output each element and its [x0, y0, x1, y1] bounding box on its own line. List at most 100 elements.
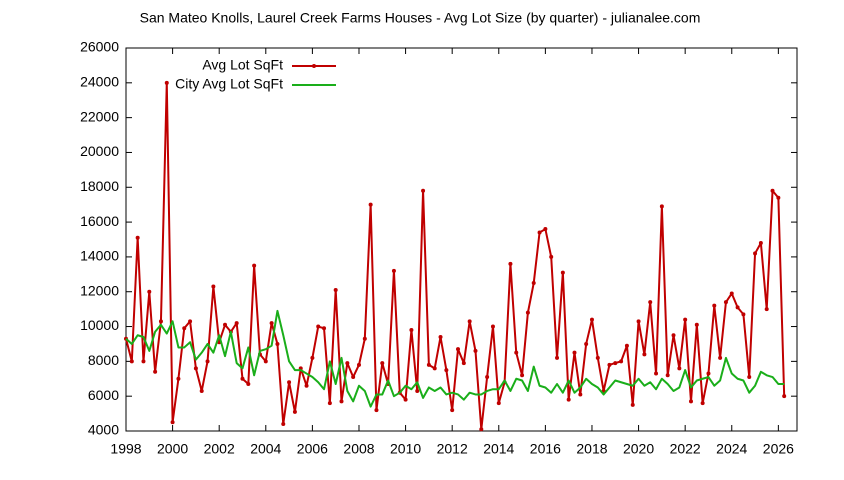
data-point — [566, 397, 571, 402]
data-point — [490, 324, 495, 329]
data-point — [508, 261, 513, 266]
data-point — [770, 188, 775, 193]
data-point — [712, 303, 717, 308]
y-tick-label: 14000 — [80, 248, 119, 264]
data-point — [199, 388, 204, 393]
data-point — [246, 381, 251, 386]
data-point — [374, 408, 379, 413]
data-point — [688, 399, 693, 404]
x-tick-label: 2024 — [716, 441, 747, 457]
data-point — [444, 368, 449, 373]
data-point — [281, 422, 286, 427]
data-point — [421, 188, 426, 193]
data-point — [560, 270, 565, 275]
data-point — [694, 322, 699, 327]
data-point — [158, 319, 163, 324]
data-point — [362, 336, 367, 341]
data-point — [292, 409, 297, 414]
data-point — [252, 263, 257, 268]
data-point — [479, 427, 484, 432]
y-tick-label: 22000 — [80, 108, 119, 124]
data-point — [351, 375, 356, 380]
data-point — [782, 394, 787, 399]
y-tick-label: 20000 — [80, 143, 119, 159]
data-point — [193, 366, 198, 371]
x-tick-label: 2014 — [483, 441, 514, 457]
data-point — [589, 317, 594, 322]
data-point — [683, 317, 688, 322]
data-point — [432, 366, 437, 371]
data-point — [135, 235, 140, 240]
plot-border — [125, 47, 798, 432]
data-point — [671, 333, 676, 338]
data-point — [747, 375, 752, 380]
data-point — [642, 352, 647, 357]
data-point — [164, 80, 169, 85]
data-point — [473, 348, 478, 353]
x-tick-label: 2020 — [623, 441, 654, 457]
chart-title: San Mateo Knolls, Laurel Creek Farms Hou… — [140, 10, 701, 26]
x-tick-label: 1998 — [110, 441, 141, 457]
data-point — [223, 322, 228, 327]
data-point — [729, 291, 734, 296]
data-point — [345, 361, 350, 366]
data-point — [403, 397, 408, 402]
data-point — [240, 376, 245, 381]
data-point — [659, 204, 664, 209]
data-point — [520, 373, 525, 378]
data-point — [275, 341, 280, 346]
data-point — [607, 362, 612, 367]
data-point — [543, 227, 548, 232]
data-point — [310, 355, 315, 360]
data-point — [595, 355, 600, 360]
data-point — [263, 359, 268, 364]
data-point — [141, 359, 146, 364]
data-point — [438, 334, 443, 339]
data-point — [356, 362, 361, 367]
x-tick-label: 2026 — [763, 441, 794, 457]
data-point — [613, 361, 618, 366]
data-point — [467, 319, 472, 324]
data-point — [572, 350, 577, 355]
data-point — [584, 341, 589, 346]
data-point — [700, 401, 705, 406]
y-tick-label: 18000 — [80, 178, 119, 194]
data-point — [339, 399, 344, 404]
data-point — [706, 371, 711, 376]
data-point — [753, 251, 758, 256]
data-point — [333, 287, 338, 292]
data-point — [496, 401, 501, 406]
legend-label: Avg Lot SqFt — [202, 57, 283, 73]
data-point — [182, 326, 187, 331]
data-point — [409, 328, 414, 333]
data-point — [234, 321, 239, 326]
data-point — [735, 305, 740, 310]
data-point — [176, 376, 181, 381]
data-point — [578, 392, 583, 397]
x-tick-label: 2004 — [250, 441, 281, 457]
data-point — [624, 343, 629, 348]
y-tick-label: 24000 — [80, 74, 119, 90]
y-tick-label: 12000 — [80, 282, 119, 298]
data-point — [205, 359, 210, 364]
data-point — [514, 350, 519, 355]
y-tick-label: 8000 — [88, 352, 119, 368]
data-point — [426, 362, 431, 367]
data-point — [648, 300, 653, 305]
x-tick-label: 2016 — [530, 441, 561, 457]
data-point — [665, 373, 670, 378]
data-point — [619, 359, 624, 364]
data-point — [322, 326, 327, 331]
y-tick-label: 10000 — [80, 317, 119, 333]
data-point — [549, 254, 554, 259]
data-point — [415, 388, 420, 393]
data-point — [485, 375, 490, 380]
data-point — [456, 347, 461, 352]
data-point — [723, 300, 728, 305]
data-point — [636, 319, 641, 324]
data-point — [211, 284, 216, 289]
x-tick-label: 2018 — [576, 441, 607, 457]
data-point — [764, 307, 769, 312]
data-point — [630, 402, 635, 407]
